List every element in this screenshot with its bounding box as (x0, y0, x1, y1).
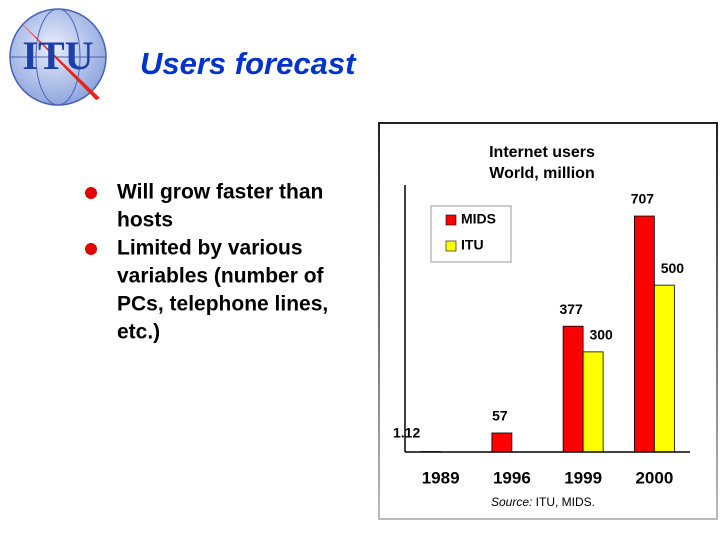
logo: ITU (9, 8, 107, 106)
bullet-text: Will grow faster than (117, 181, 323, 204)
legend-swatch (445, 214, 457, 226)
x-tick-label: 1999 (564, 468, 602, 487)
x-tick-label: 1996 (493, 468, 531, 487)
data-label: 707 (631, 191, 655, 207)
legend-box (430, 205, 512, 263)
bullet-text: Limited by various (117, 237, 303, 260)
bar (491, 432, 513, 453)
legend-label: ITU (461, 237, 484, 253)
bullet-text: PCs, telephone lines, (117, 293, 328, 316)
chart: Internet users World, million 1.12 57 377 707… (393, 144, 690, 509)
bar (633, 215, 655, 453)
data-label: 500 (661, 260, 685, 276)
legend-swatch (445, 240, 457, 252)
bullet-text: hosts (117, 209, 173, 232)
data-label: 300 (589, 327, 613, 343)
source-label: Source: (491, 495, 532, 509)
bar (653, 284, 675, 453)
bar (582, 351, 604, 453)
x-tick-label: 2000 (635, 468, 673, 487)
bullet-text: variables (number of (117, 265, 325, 288)
source-text: ITU, MIDS. (536, 495, 595, 509)
source-note: Source: ITU, MIDS. (491, 495, 595, 509)
bullet-dot (85, 187, 97, 199)
data-label: 377 (559, 301, 583, 317)
bullet-dot (85, 243, 97, 255)
data-label: 1.12 (393, 424, 420, 440)
x-tick-label: 1989 (422, 468, 460, 487)
chart-title: World, million (489, 165, 594, 182)
bullet-text: etc.) (117, 321, 160, 344)
chart-title: Internet users (489, 144, 595, 161)
bullet-list: Will grow faster than hosts Limited by var… (85, 181, 328, 344)
bar (562, 325, 584, 453)
slide-title: Users forecast (140, 46, 357, 81)
legend-label: MIDS (461, 211, 496, 227)
logo-text: ITU (22, 33, 93, 78)
data-label: 57 (492, 408, 508, 424)
